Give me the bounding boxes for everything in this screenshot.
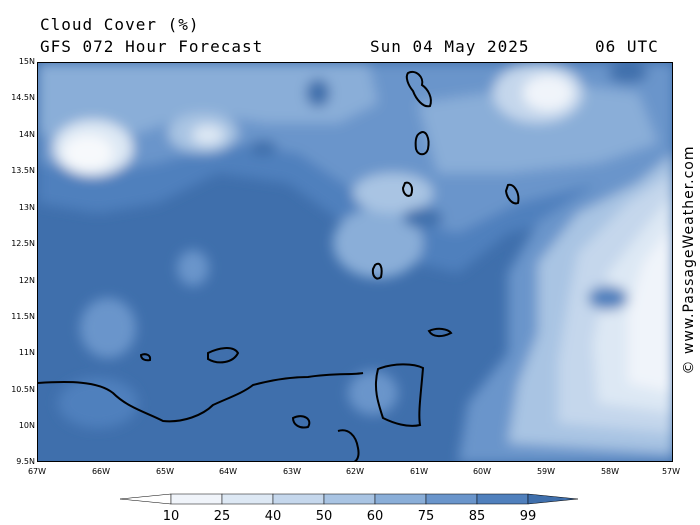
lon-label: 61W: [409, 467, 429, 476]
st-lucia-outline: [401, 181, 414, 197]
trinidad-outline: [374, 363, 425, 427]
legend-label: 25: [213, 509, 231, 524]
lat-label: 12.5N: [11, 239, 35, 248]
map-canvas: [38, 63, 672, 461]
legend-label: 75: [417, 509, 435, 524]
legend-swatch: [221, 493, 274, 505]
lon-label: 64W: [218, 467, 238, 476]
legend-swatch: [425, 493, 478, 505]
lat-label: 10N: [18, 421, 35, 430]
lat-label: 10.5N: [11, 385, 35, 394]
venezuela-coast: [38, 372, 364, 423]
legend-label: 50: [315, 509, 333, 524]
lon-label: 60W: [472, 467, 492, 476]
lon-label: 67W: [27, 467, 47, 476]
legend-swatch: [170, 493, 223, 505]
lat-label: 12N: [18, 276, 35, 285]
lat-label: 11N: [18, 348, 35, 357]
lat-label: 15N: [18, 57, 35, 66]
legend-label: 85: [468, 509, 486, 524]
orinoco-delta: [337, 429, 360, 461]
legend-label: 10: [162, 509, 180, 524]
los-testigos-outline: [139, 353, 152, 362]
legend-arrow-low: [119, 493, 172, 505]
legend-swatch: [476, 493, 529, 505]
tobago-outline: [427, 327, 453, 338]
lat-label: 14.5N: [11, 93, 35, 102]
lon-label: 59W: [536, 467, 556, 476]
coast-islet: [291, 415, 311, 429]
legend-label: 99: [519, 509, 537, 524]
lon-label: 66W: [91, 467, 111, 476]
barbados-outline: [504, 183, 520, 205]
lat-label: 9.5N: [16, 457, 35, 466]
guadeloupe-outline: [405, 71, 432, 108]
lon-label: 62W: [345, 467, 365, 476]
lat-label: 13N: [18, 203, 35, 212]
map-title: Cloud Cover (%): [40, 15, 200, 34]
lat-label: 13.5N: [11, 166, 35, 175]
legend-swatch: [272, 493, 325, 505]
lat-label: 14N: [18, 130, 35, 139]
grenada-outline: [371, 262, 383, 280]
lon-label: 58W: [600, 467, 620, 476]
legend-swatch: [374, 493, 427, 505]
forecast-model-label: GFS 072 Hour Forecast: [40, 37, 264, 56]
lon-label: 65W: [155, 467, 175, 476]
martinique-outline: [414, 131, 430, 156]
legend-colorbar: [119, 493, 579, 505]
margarita-outline: [207, 347, 240, 364]
legend-label: 60: [366, 509, 384, 524]
legend-label: 40: [264, 509, 282, 524]
legend-swatch: [323, 493, 376, 505]
copyright-watermark: © www.PassageWeather.com: [681, 145, 697, 375]
lon-label: 63W: [282, 467, 302, 476]
lon-label: 57W: [661, 467, 681, 476]
cloud-contours: [38, 63, 672, 461]
coastlines: [38, 71, 520, 461]
cloud-cover-map[interactable]: [37, 62, 673, 462]
lat-label: 11.5N: [11, 312, 35, 321]
forecast-date: Sun 04 May 2025: [370, 37, 530, 56]
legend-arrow-high: [527, 493, 579, 505]
forecast-time: 06 UTC: [595, 37, 659, 56]
